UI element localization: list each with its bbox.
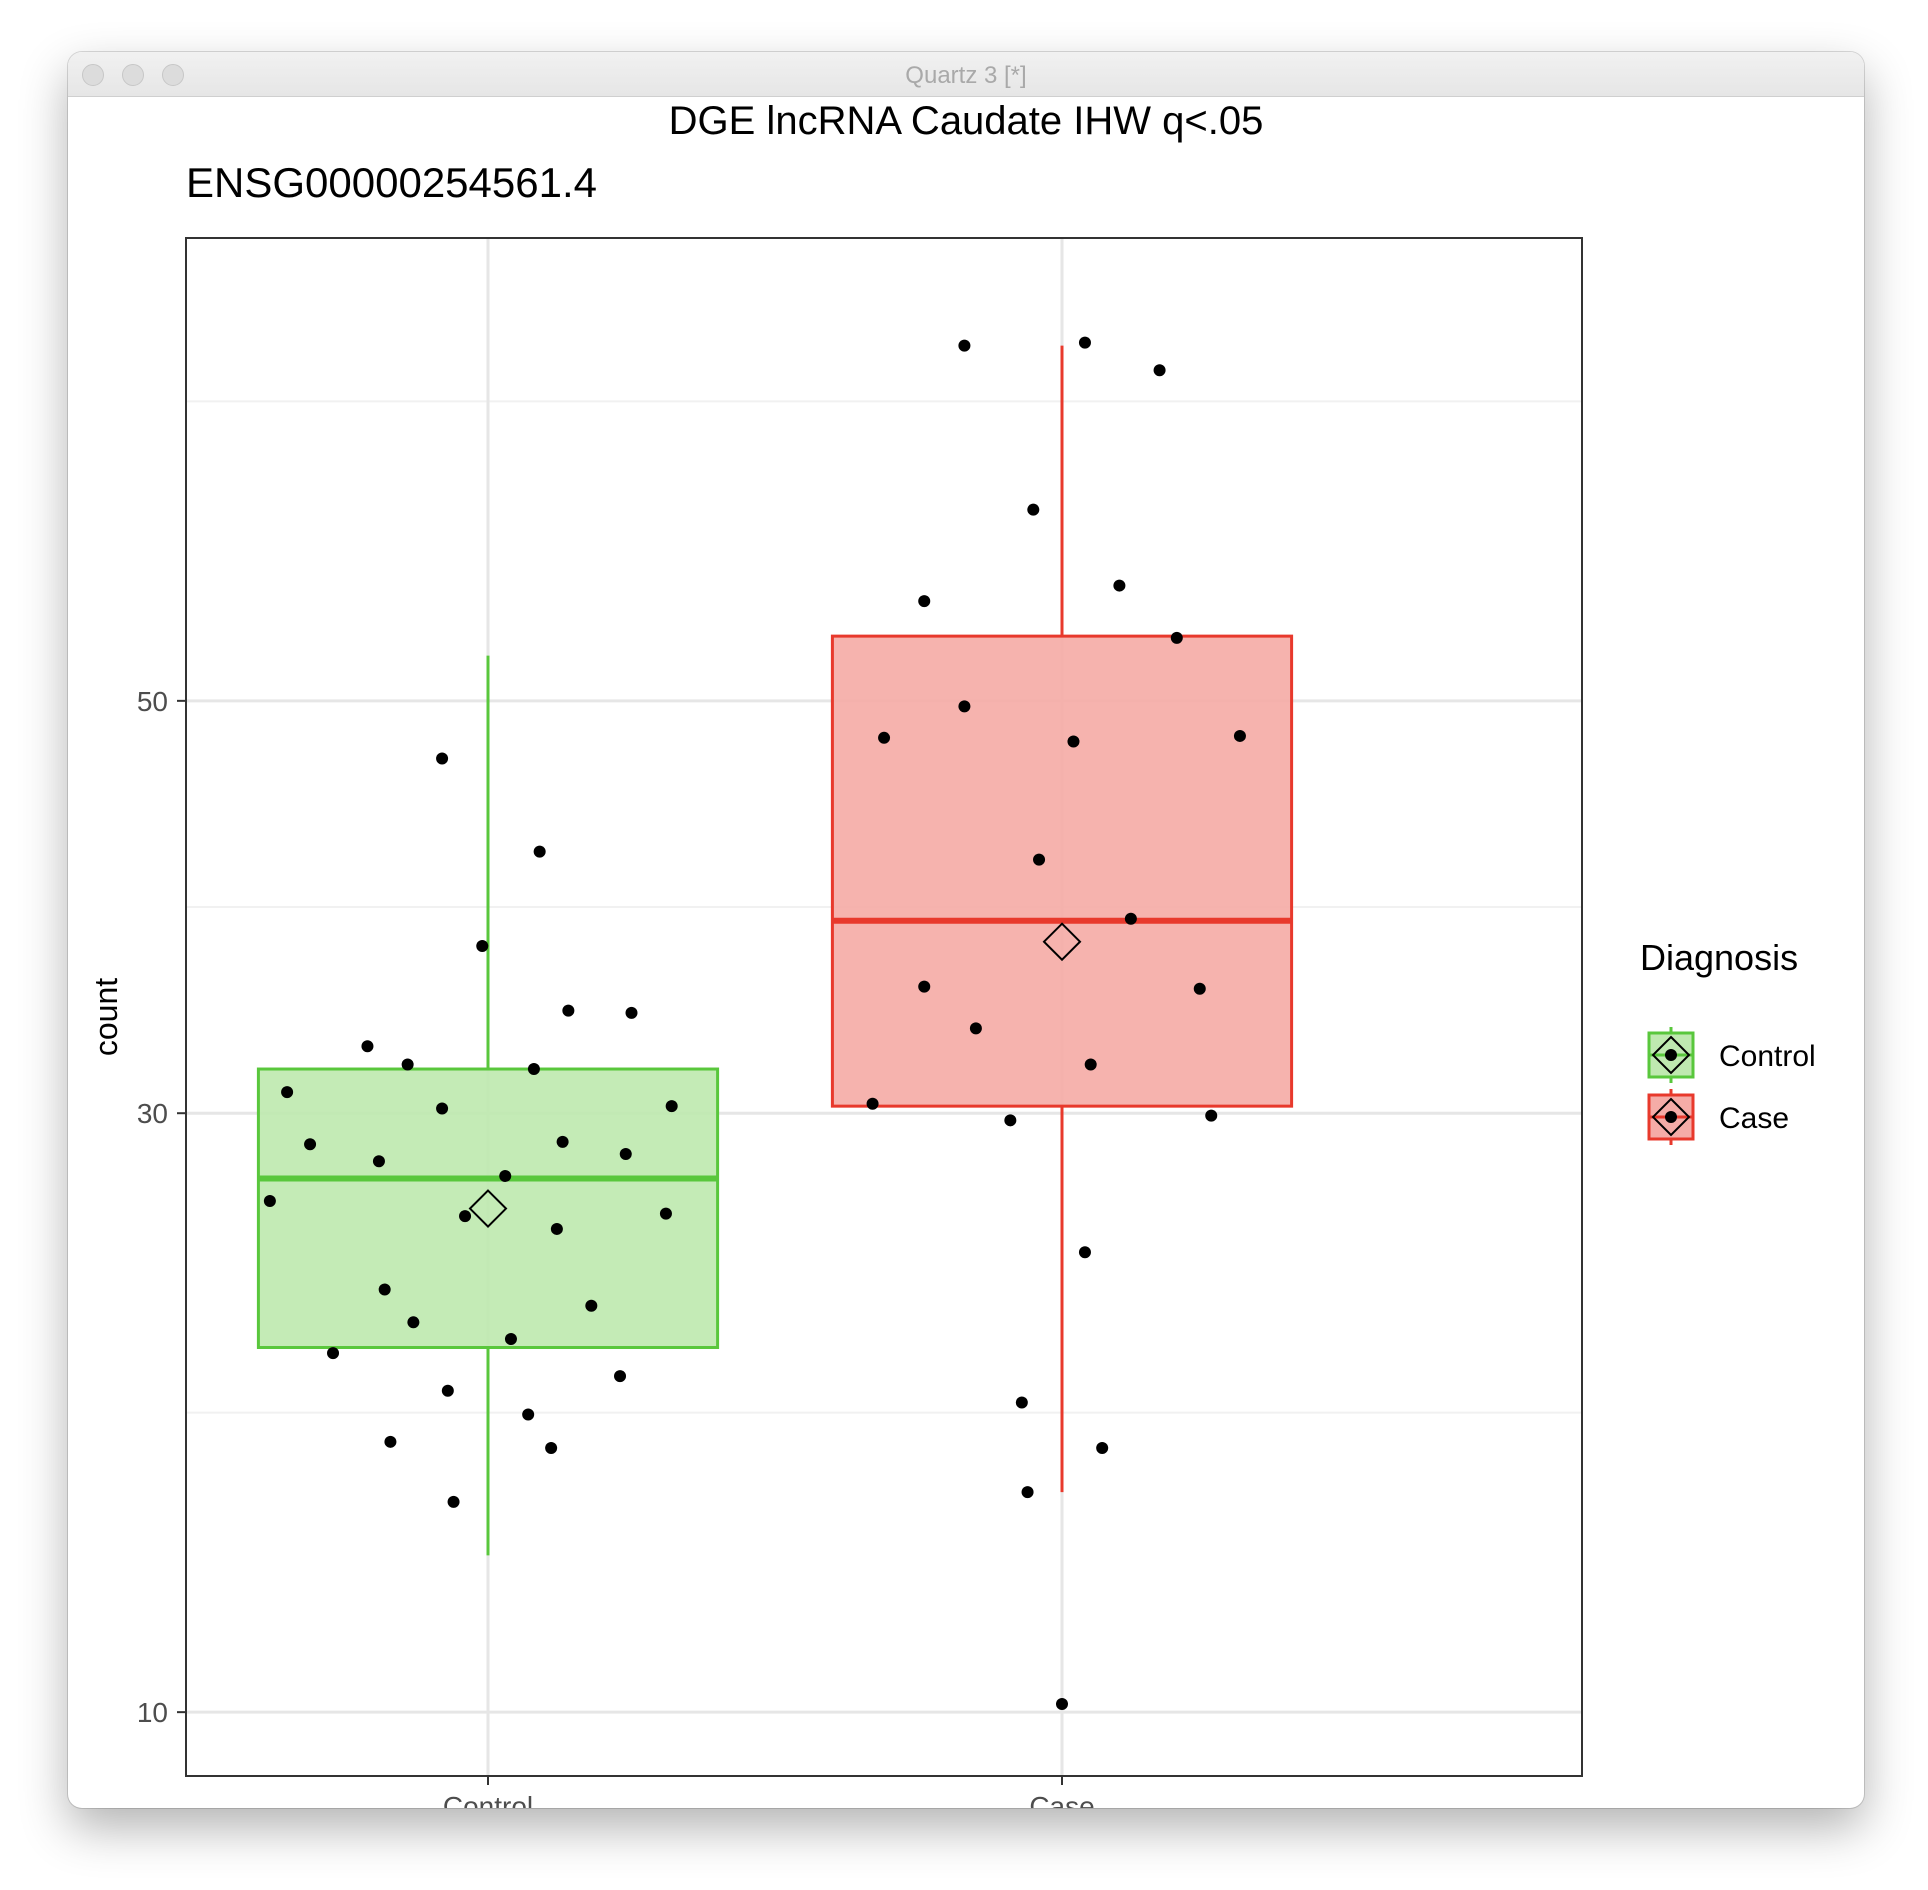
legend-entry-label: Control — [1719, 1040, 1816, 1073]
data-point — [522, 1408, 535, 1421]
data-point — [1084, 1058, 1097, 1071]
plot-window: Quartz 3 [*] 10 30 50 Control Case DGE lncRN… — [68, 52, 1864, 1808]
data-point — [1056, 1698, 1068, 1711]
legend-key-case: Case — [1647, 1089, 1789, 1145]
data-point — [401, 1058, 414, 1071]
minimize-window-button[interactable] — [122, 64, 144, 86]
data-point — [281, 1086, 294, 1099]
box-iqr — [830, 634, 1294, 1108]
title-bar[interactable]: Quartz 3 [*] — [68, 52, 1864, 97]
data-point — [361, 1040, 374, 1053]
legend-keys: Control Case — [1647, 1027, 1816, 1145]
box-iqr — [256, 1067, 720, 1350]
close-window-button[interactable] — [82, 64, 104, 86]
axes-layer: 10 30 50 Control Case — [137, 686, 1095, 1808]
data-point — [562, 1004, 575, 1017]
data-point — [1153, 364, 1166, 377]
zoom-window-button[interactable] — [162, 64, 184, 86]
data-point — [550, 1222, 563, 1235]
data-point — [378, 1283, 391, 1296]
data-point — [665, 1100, 678, 1113]
data-point — [1193, 982, 1206, 995]
data-point — [407, 1316, 420, 1329]
panel-border — [185, 237, 1583, 1777]
data-point — [1124, 912, 1137, 925]
chart-subtitle: ENSG00000254561.4 — [186, 159, 597, 206]
data-point — [504, 1333, 517, 1346]
legend: Diagnosis Control Case — [1640, 937, 1816, 1145]
data-point — [878, 731, 891, 744]
points-layer — [263, 336, 1246, 1711]
data-point — [556, 1135, 569, 1148]
legend-key-control: Control — [1647, 1027, 1816, 1083]
data-point — [619, 1147, 632, 1160]
box-case — [830, 345, 1294, 1493]
data-point — [436, 1102, 449, 1115]
data-point — [304, 1138, 317, 1151]
data-point — [384, 1435, 397, 1448]
legend-entry-label: Case — [1719, 1102, 1789, 1135]
data-point — [476, 939, 489, 952]
data-point — [918, 980, 931, 993]
data-point — [1021, 1486, 1034, 1499]
data-point — [527, 1063, 540, 1076]
data-point — [585, 1299, 598, 1312]
data-point — [1067, 735, 1080, 748]
mean-marker — [1042, 922, 1082, 962]
data-point — [1205, 1109, 1218, 1122]
data-point — [1233, 729, 1246, 742]
y-tick-label: 50 — [137, 686, 168, 717]
data-point — [1033, 853, 1046, 866]
y-tick-label: 10 — [137, 1697, 168, 1728]
data-point — [659, 1207, 672, 1220]
data-point — [441, 1384, 454, 1397]
legend-title: Diagnosis — [1640, 937, 1798, 978]
data-point — [918, 595, 931, 608]
chart-title: DGE lncRNA Caudate IHW q<.05 — [669, 99, 1264, 143]
data-point — [866, 1097, 879, 1110]
data-point — [1113, 579, 1126, 592]
data-point — [958, 339, 971, 352]
data-point — [614, 1370, 627, 1383]
data-point — [1170, 631, 1183, 644]
data-point — [625, 1006, 638, 1019]
data-point — [263, 1194, 276, 1207]
data-point — [436, 752, 449, 765]
x-tick-label: Control — [443, 1791, 533, 1808]
data-point — [1004, 1114, 1017, 1127]
data-point — [1096, 1441, 1109, 1454]
y-axis-title: count — [88, 978, 124, 1056]
data-point — [372, 1155, 385, 1168]
data-point — [327, 1347, 340, 1360]
box-plot: 10 30 50 Control Case DGE lncRNA Caudate IHW… — [88, 99, 1816, 1808]
plot-area: 10 30 50 Control Case DGE lncRNA Caudate IHW… — [68, 97, 1864, 1808]
data-point — [545, 1441, 558, 1454]
data-point — [1027, 503, 1040, 516]
data-point — [459, 1210, 472, 1223]
legend-key-point-icon — [1665, 1111, 1677, 1123]
legend-key-mean-icon — [1651, 1097, 1691, 1137]
legend-key-mean-icon — [1651, 1035, 1691, 1075]
boxes-layer — [256, 345, 1294, 1556]
legend-key-point-icon — [1665, 1049, 1677, 1061]
data-point — [969, 1022, 982, 1035]
data-point — [533, 845, 546, 858]
data-point — [958, 700, 971, 713]
data-point — [499, 1170, 512, 1183]
x-tick-label: Case — [1029, 1791, 1094, 1808]
data-point — [1078, 336, 1091, 349]
window-title: Quartz 3 [*] — [905, 62, 1027, 89]
box-control — [256, 655, 720, 1556]
y-tick-label: 30 — [137, 1098, 168, 1129]
mean-marker — [468, 1189, 508, 1228]
data-point — [447, 1495, 460, 1508]
data-point — [1078, 1246, 1091, 1259]
data-point — [1015, 1396, 1028, 1409]
